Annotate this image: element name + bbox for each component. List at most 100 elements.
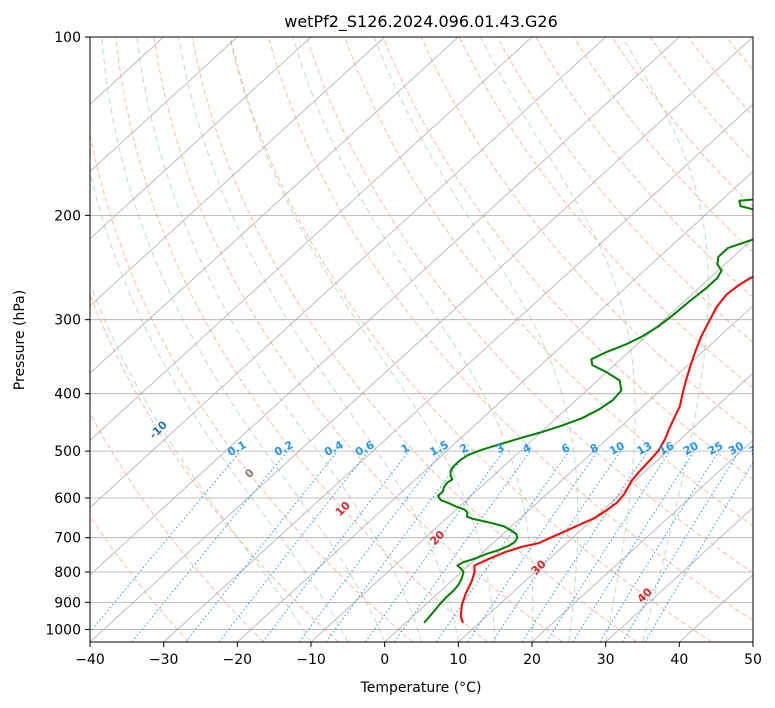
moist-adiabat — [229, 37, 496, 642]
isotherm — [90, 37, 680, 576]
mixing-ratio-label: 10 — [607, 439, 627, 458]
y-tick-label: 300 — [54, 313, 81, 329]
isotherm — [90, 37, 312, 240]
x-tick-label: −20 — [223, 652, 253, 668]
y-axis: 100 200 300 400 500 600 700 800 900 1000 — [45, 30, 90, 638]
isotherm — [90, 37, 385, 307]
mixing-ratio-line — [298, 450, 444, 642]
isotherm — [310, 238, 753, 642]
mixing-ratio-label: 16 — [657, 439, 677, 458]
mixing-ratio-label: 36 — [747, 439, 767, 458]
x-axis-title: Temperature (°C) — [360, 680, 482, 696]
chart-title: wetPf2_S126.2024.096.01.43.G26 — [284, 12, 558, 32]
x-tick-label: 40 — [670, 652, 688, 668]
mixing-ratio-label: 2 — [458, 441, 471, 456]
x-tick-label: −40 — [75, 652, 105, 668]
moist-adiabat — [90, 170, 349, 642]
isotherm — [90, 37, 459, 374]
mixing-ratio-label: 20 — [681, 439, 701, 458]
x-tick-label: 0 — [380, 652, 389, 668]
mixing-ratio-line — [262, 450, 410, 642]
dry-adiabat — [191, 37, 638, 642]
mixing-ratio-line — [621, 450, 740, 642]
mixing-ratio-line — [435, 450, 570, 642]
dry-adiabat — [726, 37, 753, 71]
mixing-ratio-line — [185, 450, 338, 642]
dry-adiabat — [90, 515, 190, 642]
isotherm — [90, 37, 533, 441]
dry-adiabat-label: 10 — [333, 499, 353, 519]
y-tick-label: 400 — [54, 387, 81, 403]
y-tick-label: 100 — [54, 30, 81, 46]
mixing-ratio-label: 0.2 — [272, 438, 295, 459]
y-tick-label: 200 — [54, 208, 81, 224]
moist-adiabat — [90, 281, 312, 642]
dewpoint-profile — [423, 198, 753, 624]
mixing-ratio-line — [131, 450, 288, 642]
x-tick-label: 20 — [523, 652, 541, 668]
mixing-ratio-line — [467, 450, 599, 642]
moist-adiabat — [373, 37, 579, 642]
dry-adiabat — [344, 37, 753, 527]
x-tick-label: 30 — [597, 652, 615, 668]
mixing-ratio-line — [90, 450, 242, 633]
y-tick-label: 800 — [54, 565, 81, 581]
moist-adiabat — [136, 37, 422, 642]
isotherm — [384, 305, 753, 642]
moist-adiabat — [101, 37, 386, 642]
isotherm — [237, 170, 753, 642]
plot-frame — [89, 36, 754, 643]
dry-adiabat — [573, 37, 753, 253]
temperature-profile — [459, 275, 753, 624]
mixing-ratio-label: 25 — [706, 439, 726, 458]
mixing-ratio-line — [491, 450, 621, 642]
dry-adiabat — [268, 37, 753, 622]
y-axis-title: Pressure (hPa) — [12, 290, 28, 390]
mixing-ratio-line — [325, 450, 468, 642]
dry-adiabat — [90, 412, 264, 642]
dry-adiabat — [115, 37, 488, 642]
isotherm — [531, 439, 753, 642]
y-tick-label: 600 — [54, 491, 81, 507]
dry-adiabat — [306, 37, 753, 574]
x-axis: −40 −30 −20 −10 0 10 20 30 40 50 — [75, 642, 762, 668]
y-tick-label: 500 — [54, 444, 81, 460]
x-tick-label: 10 — [449, 652, 467, 668]
isotherm — [90, 37, 753, 642]
dry-adiabat — [382, 37, 753, 481]
moist-adiabat — [178, 37, 459, 642]
y-tick-label: 900 — [54, 595, 81, 611]
isotherm — [458, 372, 753, 642]
isotherm — [90, 37, 606, 509]
mixing-ratio-label: 30 — [726, 439, 746, 458]
dry-adiabat — [496, 37, 753, 344]
isotherm — [90, 37, 238, 172]
mixing-ratio-line — [218, 450, 369, 642]
mixing-ratio-label: 0.4 — [322, 438, 346, 459]
dry-adiabat — [687, 37, 753, 117]
mixing-ratio-line — [393, 450, 531, 642]
dry-adiabat — [229, 37, 712, 642]
isotherm — [163, 103, 753, 642]
mixing-ratio-line — [521, 450, 649, 642]
x-tick-label: −30 — [149, 652, 179, 668]
y-tick-label: 700 — [54, 531, 81, 547]
dry-adiabat-label: 0 — [242, 466, 257, 481]
x-tick-label: 50 — [744, 652, 762, 668]
mixing-ratio-label: 6 — [559, 441, 572, 456]
isotherm — [752, 641, 753, 642]
mixing-ratio-line — [364, 450, 505, 642]
x-tick-label: −10 — [296, 652, 326, 668]
isotherm — [605, 507, 753, 642]
dry-adiabat — [153, 37, 563, 642]
dry-adiabat — [535, 37, 753, 298]
mixing-ratio-line — [572, 450, 695, 642]
mixing-ratio-label: 13 — [635, 439, 655, 458]
dry-adiabat — [765, 37, 775, 642]
moist-adiabat — [292, 37, 534, 642]
y-tick-label: 1000 — [45, 622, 81, 638]
mixing-ratio-label: 1.5 — [427, 438, 450, 459]
mixing-ratio-line — [545, 450, 671, 642]
mixing-ratio-label: 1 — [399, 441, 412, 456]
